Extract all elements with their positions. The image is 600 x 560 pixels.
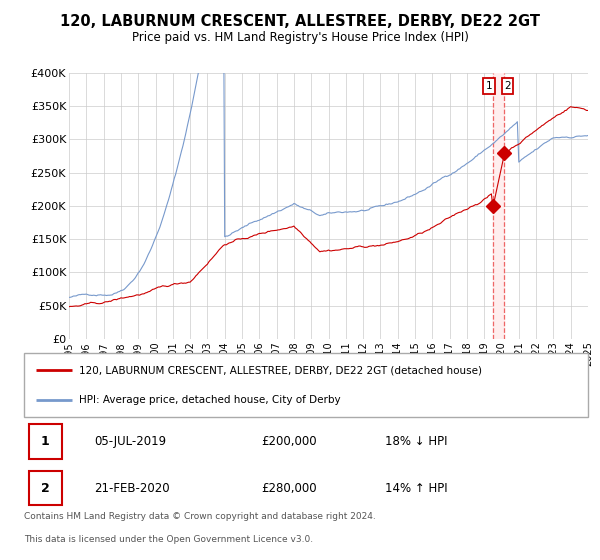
FancyBboxPatch shape <box>29 424 62 459</box>
Text: 120, LABURNUM CRESCENT, ALLESTREE, DERBY, DE22 2GT (detached house): 120, LABURNUM CRESCENT, ALLESTREE, DERBY… <box>79 365 482 375</box>
Bar <box>493 73 504 339</box>
Text: Contains HM Land Registry data © Crown copyright and database right 2024.: Contains HM Land Registry data © Crown c… <box>24 512 376 521</box>
Text: 120, LABURNUM CRESCENT, ALLESTREE, DERBY, DE22 2GT: 120, LABURNUM CRESCENT, ALLESTREE, DERBY… <box>60 14 540 29</box>
Text: 14% ↑ HPI: 14% ↑ HPI <box>385 482 448 494</box>
Text: £200,000: £200,000 <box>261 435 317 448</box>
Text: 05-JUL-2019: 05-JUL-2019 <box>95 435 167 448</box>
Text: 1: 1 <box>486 81 493 91</box>
Text: This data is licensed under the Open Government Licence v3.0.: This data is licensed under the Open Gov… <box>24 535 313 544</box>
FancyBboxPatch shape <box>24 353 588 417</box>
Text: Price paid vs. HM Land Registry's House Price Index (HPI): Price paid vs. HM Land Registry's House … <box>131 31 469 44</box>
Text: 2: 2 <box>41 482 50 494</box>
Text: 2: 2 <box>504 81 511 91</box>
Text: £280,000: £280,000 <box>261 482 317 494</box>
Text: HPI: Average price, detached house, City of Derby: HPI: Average price, detached house, City… <box>79 395 340 405</box>
Text: 21-FEB-2020: 21-FEB-2020 <box>95 482 170 494</box>
Text: 1: 1 <box>41 435 50 448</box>
Text: 18% ↓ HPI: 18% ↓ HPI <box>385 435 448 448</box>
FancyBboxPatch shape <box>29 471 62 505</box>
